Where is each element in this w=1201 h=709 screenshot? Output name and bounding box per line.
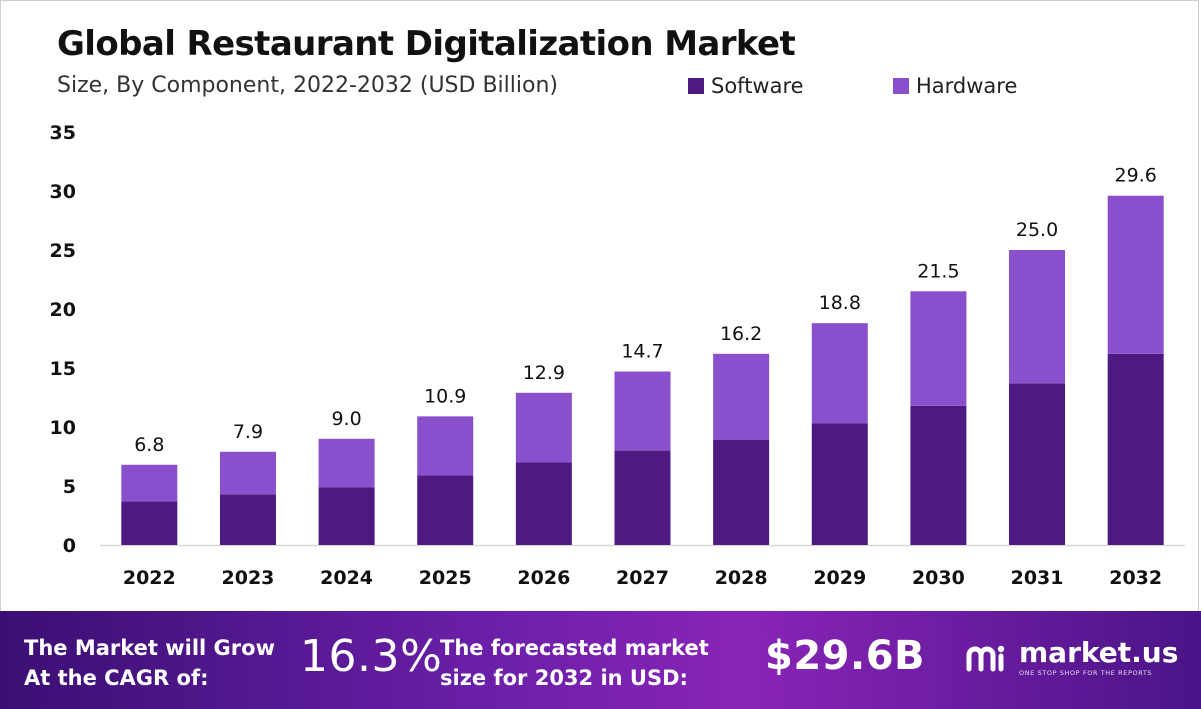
legend-swatch-hardware xyxy=(893,78,909,94)
bar-hardware-2026 xyxy=(515,392,572,463)
bar-hardware-2027 xyxy=(614,371,671,451)
bar-software-2023 xyxy=(219,494,276,545)
bar-hardware-2028 xyxy=(713,353,770,440)
chart-frame xyxy=(0,0,1199,611)
cagr-label-line2: At the CAGR of: xyxy=(24,666,209,690)
x-tick-label-2027: 2027 xyxy=(616,567,669,589)
cagr-label-line1: The Market will Grow xyxy=(24,636,275,660)
y-tick-label: 35 xyxy=(50,122,76,144)
y-tick-label: 0 xyxy=(63,535,76,557)
bar-hardware-2025 xyxy=(417,416,474,476)
footer-banner: The Market will Grow At the CAGR of: 16.… xyxy=(0,611,1201,709)
bar-software-2030 xyxy=(910,405,967,545)
total-label-2026: 12.9 xyxy=(523,362,565,384)
y-tick-label: 20 xyxy=(50,299,76,321)
bar-software-2029 xyxy=(811,423,868,545)
cagr-value: 16.3% xyxy=(300,631,443,682)
total-label-2031: 25.0 xyxy=(1016,219,1058,241)
y-tick-label: 10 xyxy=(50,417,76,439)
total-label-2022: 6.8 xyxy=(134,434,164,456)
forecast-label: The forecasted market size for 2032 in U… xyxy=(440,633,709,693)
bar-software-2028 xyxy=(713,439,770,545)
x-tick-label-2025: 2025 xyxy=(419,567,472,589)
x-tick-label-2028: 2028 xyxy=(715,567,768,589)
total-label-2023: 7.9 xyxy=(233,421,263,443)
brand-logo-icon xyxy=(966,645,1005,672)
forecast-label-line2: size for 2032 in USD: xyxy=(440,666,688,690)
bar-software-2032 xyxy=(1107,353,1164,545)
total-label-2030: 21.5 xyxy=(917,260,959,282)
bar-hardware-2022 xyxy=(121,464,178,502)
bar-software-2025 xyxy=(417,475,474,545)
y-tick-label: 5 xyxy=(63,476,76,498)
bar-chart: 051015202530356.820227.920239.0202410.92… xyxy=(50,122,1185,589)
x-tick-label-2022: 2022 xyxy=(123,567,176,589)
bar-software-2031 xyxy=(1009,383,1066,545)
bar-hardware-2024 xyxy=(318,438,375,488)
legend-item-software: Software xyxy=(688,74,804,98)
y-tick-label: 30 xyxy=(50,181,76,203)
x-tick-label-2031: 2031 xyxy=(1011,567,1064,589)
bar-software-2027 xyxy=(614,450,671,545)
y-tick-label: 15 xyxy=(50,358,76,380)
bar-software-2024 xyxy=(318,487,375,545)
forecast-value: $29.6B xyxy=(765,633,926,679)
total-label-2029: 18.8 xyxy=(819,292,861,314)
bar-hardware-2031 xyxy=(1009,250,1066,384)
legend-label-software: Software xyxy=(711,74,804,98)
x-tick-label-2029: 2029 xyxy=(813,567,866,589)
bar-hardware-2032 xyxy=(1107,195,1164,354)
x-tick-label-2026: 2026 xyxy=(517,567,570,589)
cagr-label: The Market will Grow At the CAGR of: xyxy=(24,633,275,693)
brand-tagline: ONE STOP SHOP FOR THE REPORTS xyxy=(1019,669,1153,677)
total-label-2024: 9.0 xyxy=(331,408,361,430)
bar-software-2026 xyxy=(515,462,572,545)
x-tick-label-2032: 2032 xyxy=(1109,567,1162,589)
brand-name: market.us xyxy=(1019,636,1179,669)
total-label-2027: 14.7 xyxy=(621,341,663,363)
total-label-2032: 29.6 xyxy=(1115,165,1157,187)
legend-swatch-software xyxy=(688,78,704,94)
legend-item-hardware: Hardware xyxy=(893,74,1017,98)
y-tick-label: 25 xyxy=(50,240,76,262)
chart-subtitle: Size, By Component, 2022-2032 (USD Billi… xyxy=(57,73,558,98)
x-tick-label-2023: 2023 xyxy=(222,567,275,589)
brand-logo[interactable]: market.us ONE STOP SHOP FOR THE REPORTS xyxy=(963,639,1178,677)
x-tick-label-2024: 2024 xyxy=(320,567,373,589)
bar-hardware-2029 xyxy=(811,323,868,424)
bar-software-2022 xyxy=(121,501,178,545)
legend-label-hardware: Hardware xyxy=(916,74,1018,98)
total-label-2025: 10.9 xyxy=(424,385,466,407)
bar-hardware-2023 xyxy=(219,451,276,495)
chart-title: Global Restaurant Digitalization Market xyxy=(57,24,796,64)
x-tick-label-2030: 2030 xyxy=(912,567,965,589)
total-label-2028: 16.2 xyxy=(720,323,762,345)
forecast-label-line1: The forecasted market xyxy=(440,636,709,660)
bar-hardware-2030 xyxy=(910,291,967,406)
